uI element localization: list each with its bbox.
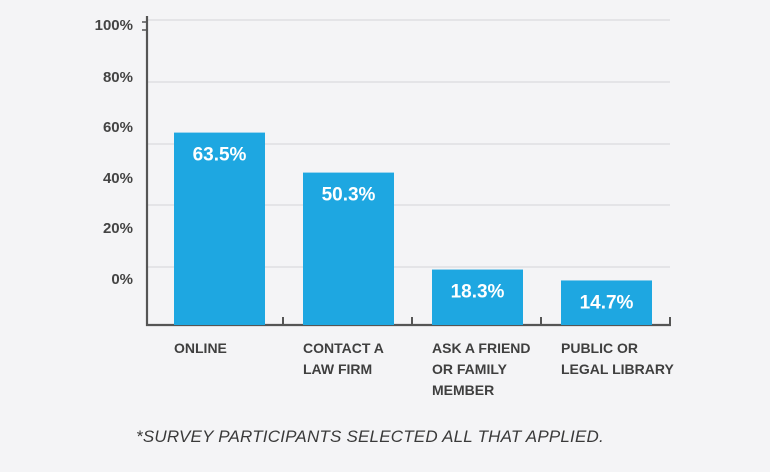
category-label: ASK A FRIEND <box>432 340 531 356</box>
bar <box>303 172 394 325</box>
category-label: ONLINE <box>174 340 227 356</box>
category-label: PUBLIC OR <box>561 340 638 356</box>
y-tick-label: 60% <box>103 119 133 136</box>
bar <box>561 280 652 325</box>
category-label: MEMBER <box>432 382 494 398</box>
bar <box>174 132 265 325</box>
category-label: LAW FIRM <box>303 361 372 377</box>
category-label: OR FAMILY <box>432 361 508 377</box>
data-label: 14.7% <box>580 292 634 313</box>
y-tick-label: 80% <box>103 69 133 86</box>
data-label: 63.5% <box>193 145 247 166</box>
data-label: 50.3% <box>322 185 376 206</box>
category-label: LEGAL LIBRARY <box>561 361 674 377</box>
category-label: CONTACT A <box>303 340 384 356</box>
y-tick-label: 40% <box>103 170 133 187</box>
footnote: *SURVEY PARTICIPANTS SELECTED ALL THAT A… <box>136 427 604 446</box>
bar <box>432 269 523 325</box>
y-tick-label: 0% <box>111 271 133 288</box>
y-tick-label: 100% <box>95 17 133 34</box>
y-tick-label: 20% <box>103 220 133 237</box>
data-label: 18.3% <box>451 282 505 303</box>
